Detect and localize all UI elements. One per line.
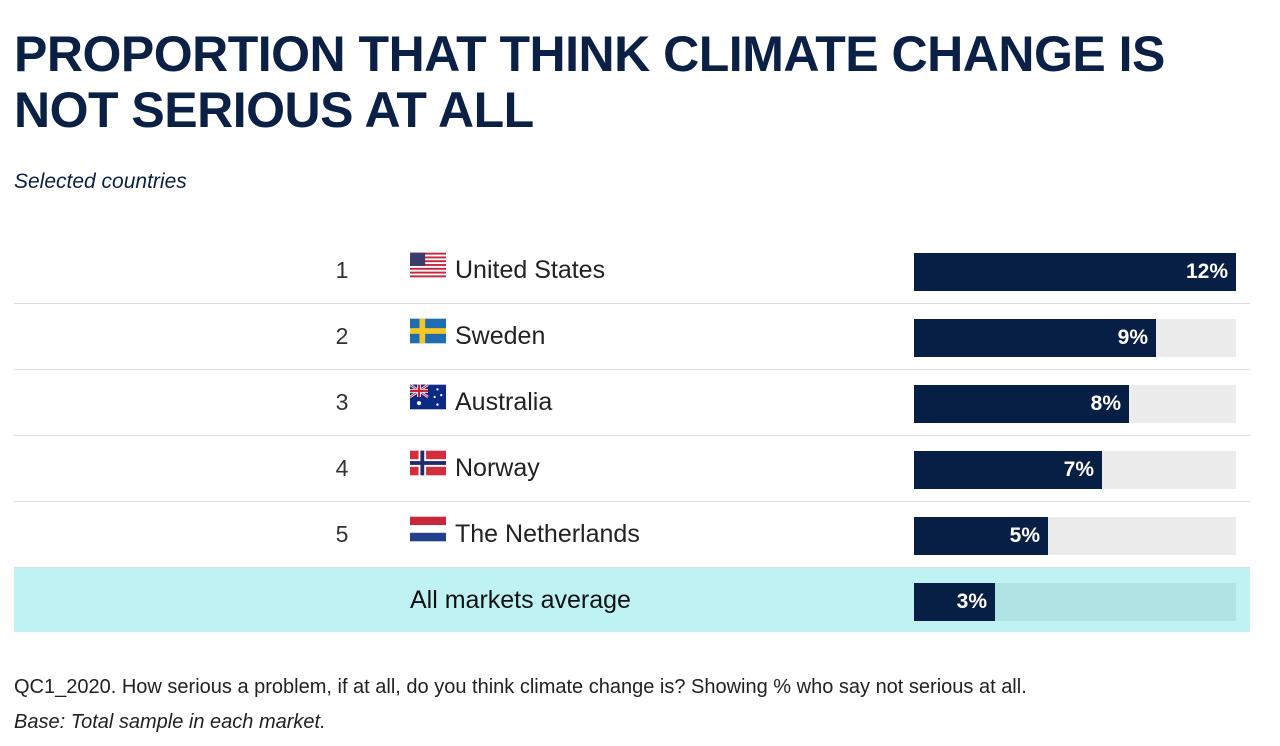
- bar-track: 9%: [914, 319, 1236, 357]
- bar-value-label: 9%: [1117, 326, 1148, 349]
- bar-track: 8%: [914, 385, 1236, 423]
- bar-mark: 5%: [914, 517, 1048, 555]
- question-footnote: QC1_2020. How serious a problem, if at a…: [14, 676, 1027, 698]
- bar-mark: 12%: [914, 253, 1236, 291]
- bar-track: 12%: [914, 253, 1236, 291]
- table-row: 5 The Netherlands 5%: [14, 502, 1250, 568]
- flag-us-icon: [410, 252, 446, 278]
- table-row: 4 Norway 7%: [14, 436, 1250, 502]
- bar-mark: 7%: [914, 451, 1102, 489]
- rank-number: 5: [335, 521, 349, 547]
- rank-number: 3: [335, 389, 349, 415]
- ranking-table: 1 United States 12% 2: [14, 238, 1250, 632]
- rank-number: 4: [335, 455, 349, 481]
- rank-number: 2: [335, 323, 349, 349]
- base-footnote: Base: Total sample in each market.: [14, 711, 326, 733]
- bar-value-label: 7%: [1063, 458, 1094, 481]
- country-name: Sweden: [455, 322, 546, 350]
- bar-value-label: 12%: [1185, 260, 1228, 283]
- table-row: 2 Sweden 9%: [14, 304, 1250, 370]
- chart-title: PROPORTION THAT THINK CLIMATE CHANGE IS …: [14, 26, 1165, 138]
- table-row: 1 United States 12%: [14, 238, 1250, 304]
- country-name: United States: [455, 256, 606, 284]
- table-row: 3 Australia 8%: [14, 370, 1250, 436]
- bar-value-label: 5%: [1009, 524, 1040, 547]
- flag-se-icon: [410, 318, 446, 344]
- bar-mark: 9%: [914, 319, 1156, 357]
- country-name: Norway: [455, 454, 540, 482]
- chart-subtitle: Selected countries: [14, 170, 187, 193]
- rank-number: 1: [335, 257, 349, 283]
- bar-track: 7%: [914, 451, 1236, 489]
- bar-value-label: 3%: [956, 590, 987, 613]
- bar-track: 5%: [914, 517, 1236, 555]
- flag-no-icon: [410, 450, 446, 476]
- bar-mark: 8%: [914, 385, 1129, 423]
- average-row: All markets average 3%: [14, 568, 1250, 632]
- average-label: All markets average: [410, 586, 631, 614]
- bar-track: 3%: [914, 583, 1236, 621]
- flag-au-icon: [410, 384, 446, 410]
- country-name: The Netherlands: [455, 520, 640, 548]
- bar-value-label: 8%: [1090, 392, 1121, 415]
- bar-mark: 3%: [914, 583, 995, 621]
- flag-nl-icon: [410, 516, 446, 542]
- country-name: Australia: [455, 388, 553, 416]
